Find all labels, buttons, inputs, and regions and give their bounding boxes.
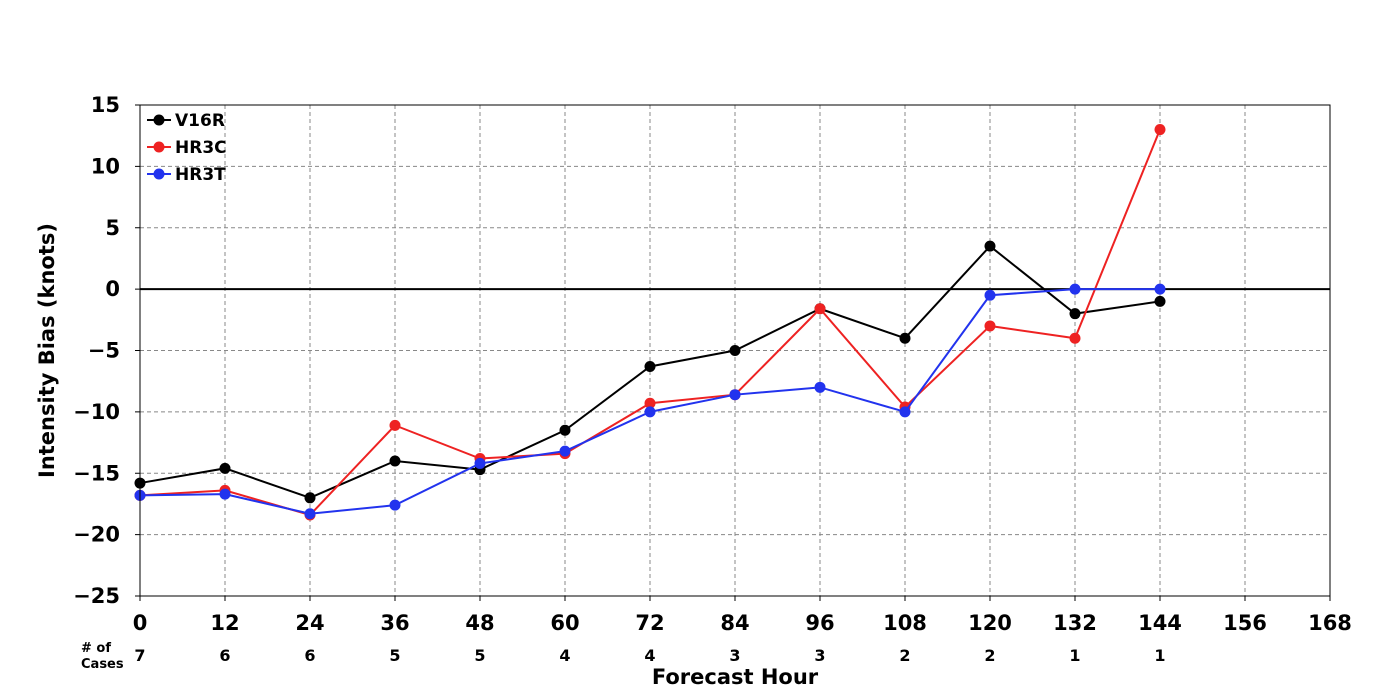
legend: V16R HR3C HR3T — [147, 111, 227, 185]
y-tick-label: −10 — [73, 400, 120, 424]
data-point-hr3t — [814, 381, 826, 393]
data-point-hr3t — [899, 406, 911, 418]
legend-label-hr3c: HR3C — [175, 138, 227, 158]
cases-count: 5 — [474, 646, 485, 665]
legend-marker-hr3t — [153, 168, 165, 180]
legend-item-v16r: V16R — [147, 111, 225, 131]
data-point-hr3t — [219, 488, 231, 500]
x-axis-ticks: 0 12 24 36 48 60 72 84 96 108 120 132 144 156 168 — [133, 596, 1352, 635]
legend-marker-hr3c — [153, 141, 165, 153]
cases-count: 3 — [729, 646, 740, 665]
x-tick-label: 144 — [1138, 611, 1182, 635]
cases-count: 4 — [559, 646, 570, 665]
y-axis-ticks: 15 10 5 0 −5 −10 −15 −20 −25 — [73, 93, 140, 608]
data-point-hr3t — [644, 406, 656, 418]
data-point-hr3c — [984, 320, 996, 332]
data-point-v16r — [984, 240, 996, 252]
x-tick-label: 60 — [550, 611, 579, 635]
cases-count: 2 — [984, 646, 995, 665]
data-point-hr3c — [1069, 332, 1081, 344]
x-tick-label: 108 — [883, 611, 927, 635]
data-point-v16r — [644, 360, 656, 372]
data-point-hr3t — [559, 445, 571, 457]
y-axis-title: Intensity Bias (knots) — [35, 223, 59, 478]
data-point-hr3c — [644, 397, 656, 409]
cases-label-line1: # of — [81, 641, 111, 656]
cases-count: 6 — [304, 646, 315, 665]
y-tick-label: 15 — [91, 93, 120, 117]
y-tick-label: 5 — [105, 216, 120, 240]
cases-count: 7 — [134, 646, 145, 665]
cases-count: 2 — [899, 646, 910, 665]
x-tick-label: 48 — [465, 611, 494, 635]
legend-item-hr3c: HR3C — [147, 138, 227, 158]
data-point-v16r — [899, 332, 911, 344]
cases-count: 6 — [219, 646, 230, 665]
x-axis-title: Forecast Hour — [652, 665, 819, 689]
x-tick-label: 168 — [1308, 611, 1352, 635]
data-point-hr3c — [1154, 124, 1166, 136]
cases-count: 1 — [1069, 646, 1080, 665]
data-point-v16r — [1154, 295, 1166, 307]
x-tick-label: 156 — [1223, 611, 1267, 635]
x-tick-label: 96 — [805, 611, 834, 635]
data-point-v16r — [219, 462, 231, 474]
data-point-v16r — [1069, 308, 1081, 320]
x-tick-label: 0 — [133, 611, 148, 635]
x-tick-label: 132 — [1053, 611, 1097, 635]
y-tick-label: −5 — [88, 339, 120, 363]
data-point-hr3t — [984, 289, 996, 301]
x-tick-label: 72 — [635, 611, 664, 635]
data-point-hr3t — [304, 508, 316, 520]
y-tick-label: 10 — [91, 154, 120, 178]
legend-item-hr3t: HR3T — [147, 165, 226, 185]
data-point-v16r — [304, 492, 316, 504]
cases-count: 3 — [814, 646, 825, 665]
y-tick-label: −20 — [73, 523, 120, 547]
grid-lines — [140, 105, 1330, 596]
cases-count: 5 — [389, 646, 400, 665]
cases-count: 1 — [1154, 646, 1165, 665]
y-tick-label: 0 — [105, 277, 120, 301]
y-tick-label: −15 — [73, 461, 120, 485]
cases-count: 4 — [644, 646, 655, 665]
data-point-hr3t — [474, 457, 486, 469]
x-tick-label: 120 — [968, 611, 1012, 635]
legend-label-hr3t: HR3T — [175, 165, 226, 185]
legend-label-v16r: V16R — [175, 111, 225, 131]
data-point-v16r — [729, 345, 741, 356]
data-point-hr3t — [389, 499, 401, 511]
data-point-hr3t — [1069, 283, 1081, 295]
x-tick-label: 84 — [720, 611, 749, 635]
x-tick-label: 36 — [380, 611, 409, 635]
data-point-hr3c — [814, 303, 826, 315]
x-tick-label: 12 — [210, 611, 239, 635]
data-point-hr3t — [1154, 283, 1166, 295]
data-point-v16r — [559, 424, 571, 436]
x-tick-label: 24 — [295, 611, 324, 635]
data-point-hr3c — [389, 419, 401, 431]
data-point-v16r — [389, 455, 401, 467]
data-point-hr3t — [729, 389, 741, 401]
cases-row: 7 6 6 5 5 4 4 3 3 2 2 1 1 — [134, 646, 1165, 665]
data-series — [134, 124, 1166, 521]
y-tick-label: −25 — [73, 584, 120, 608]
cases-label-line2: Cases — [81, 657, 124, 672]
legend-marker-v16r — [153, 114, 165, 126]
